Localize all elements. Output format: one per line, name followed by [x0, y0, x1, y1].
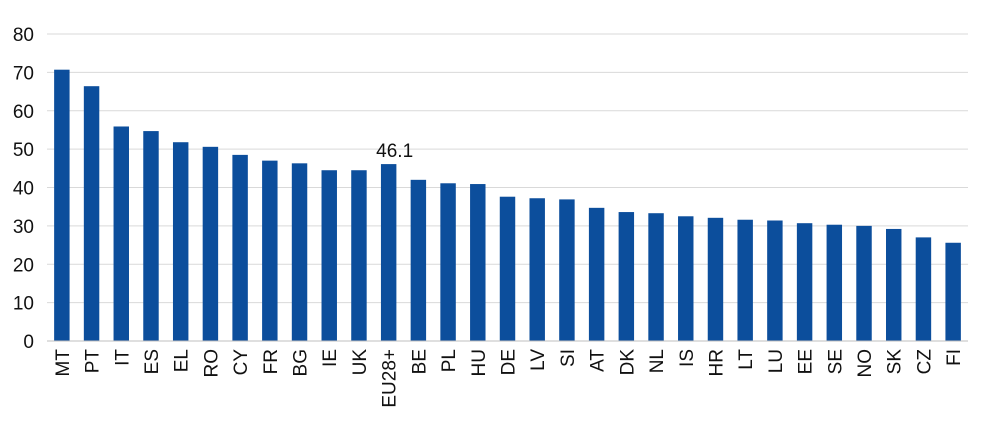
x-tick-label: DE [499, 349, 520, 375]
x-tick-label: DK [617, 349, 638, 376]
x-tick-label: MT [53, 349, 74, 377]
x-tick-label: LV [528, 349, 549, 371]
x-tick-label: IS [677, 349, 698, 367]
bar-HU [470, 184, 486, 341]
bar-DK [618, 212, 635, 341]
y-tick-label: 40 [13, 179, 34, 200]
bar-ES [143, 131, 159, 341]
bar-EL [172, 142, 189, 341]
bar-EU28+ [380, 164, 397, 341]
x-tick-label: CY [231, 349, 252, 376]
bar-IE [321, 170, 337, 341]
bar-LU [767, 220, 783, 341]
y-tick-label: 20 [13, 255, 34, 276]
bar-SK [886, 228, 902, 341]
bar-IT [113, 126, 129, 341]
x-tick-label: IE [320, 349, 341, 367]
bar-FR [262, 160, 278, 341]
x-tick-label: LT [736, 349, 757, 370]
x-tick-label: CZ [914, 349, 935, 375]
x-tick-label: NO [855, 349, 876, 378]
x-tick-label: NL [647, 349, 668, 373]
x-tick-label: HU [469, 349, 490, 376]
bar-CZ [915, 237, 932, 341]
x-tick-label: UK [350, 349, 371, 376]
x-tick-label: LU [766, 349, 787, 373]
bars [54, 69, 961, 341]
y-axis: 0 10 20 30 40 50 60 70 80 [13, 25, 34, 353]
bar-LV [529, 198, 545, 341]
x-tick-label: SE [825, 349, 846, 374]
x-tick-label: PL [439, 349, 460, 372]
x-tick-label: EL [172, 349, 193, 372]
bar-EE [796, 223, 813, 341]
bar-MT [54, 69, 70, 341]
x-tick-label: IT [112, 349, 133, 366]
bar-SE [826, 224, 843, 341]
bar-PL [440, 183, 456, 341]
bar-RO [202, 146, 219, 341]
bar-FI [945, 242, 961, 341]
y-tick-label: 50 [13, 140, 34, 161]
bar-UK [351, 170, 367, 341]
x-tick-label: HR [706, 349, 727, 376]
x-tick-label: EU28+ [380, 349, 401, 408]
y-tick-label: 0 [23, 332, 34, 353]
x-tick-label: BG [291, 349, 312, 376]
bar-NL [648, 213, 664, 341]
x-tick-label: ES [142, 349, 163, 374]
x-tick-label: SK [885, 349, 906, 375]
bar-DE [499, 196, 516, 341]
x-tick-label: RO [201, 349, 222, 378]
y-tick-label: 80 [13, 25, 34, 46]
x-axis: MT PT IT ES EL RO CY FR BG IE UK EU28+ BE PL HU DE LV SI A… [47, 340, 968, 408]
bar-HR [707, 217, 724, 341]
bar-AT [588, 207, 605, 341]
bar-BE [410, 179, 427, 341]
x-tick-label: EE [796, 349, 817, 374]
bar-IS [678, 216, 694, 341]
data-labels: 46.1 [376, 141, 413, 162]
y-tick-label: 30 [13, 217, 34, 238]
data-label-EU28+: 46.1 [376, 141, 413, 162]
y-tick-label: 10 [13, 294, 34, 315]
x-tick-label: AT [588, 349, 609, 372]
x-tick-label: SI [558, 349, 579, 367]
bar-SI [559, 199, 575, 341]
x-tick-label: FI [944, 349, 965, 366]
x-tick-label: BE [409, 349, 430, 374]
bar-NO [856, 225, 872, 341]
bar-CY [232, 154, 248, 341]
x-tick-label: PT [83, 349, 104, 374]
y-tick-label: 60 [13, 102, 34, 123]
x-tick-label: FR [261, 349, 282, 374]
bar-PT [83, 86, 100, 341]
bar-LT [737, 219, 753, 341]
y-tick-label: 70 [13, 63, 34, 84]
bar-BG [291, 163, 308, 341]
